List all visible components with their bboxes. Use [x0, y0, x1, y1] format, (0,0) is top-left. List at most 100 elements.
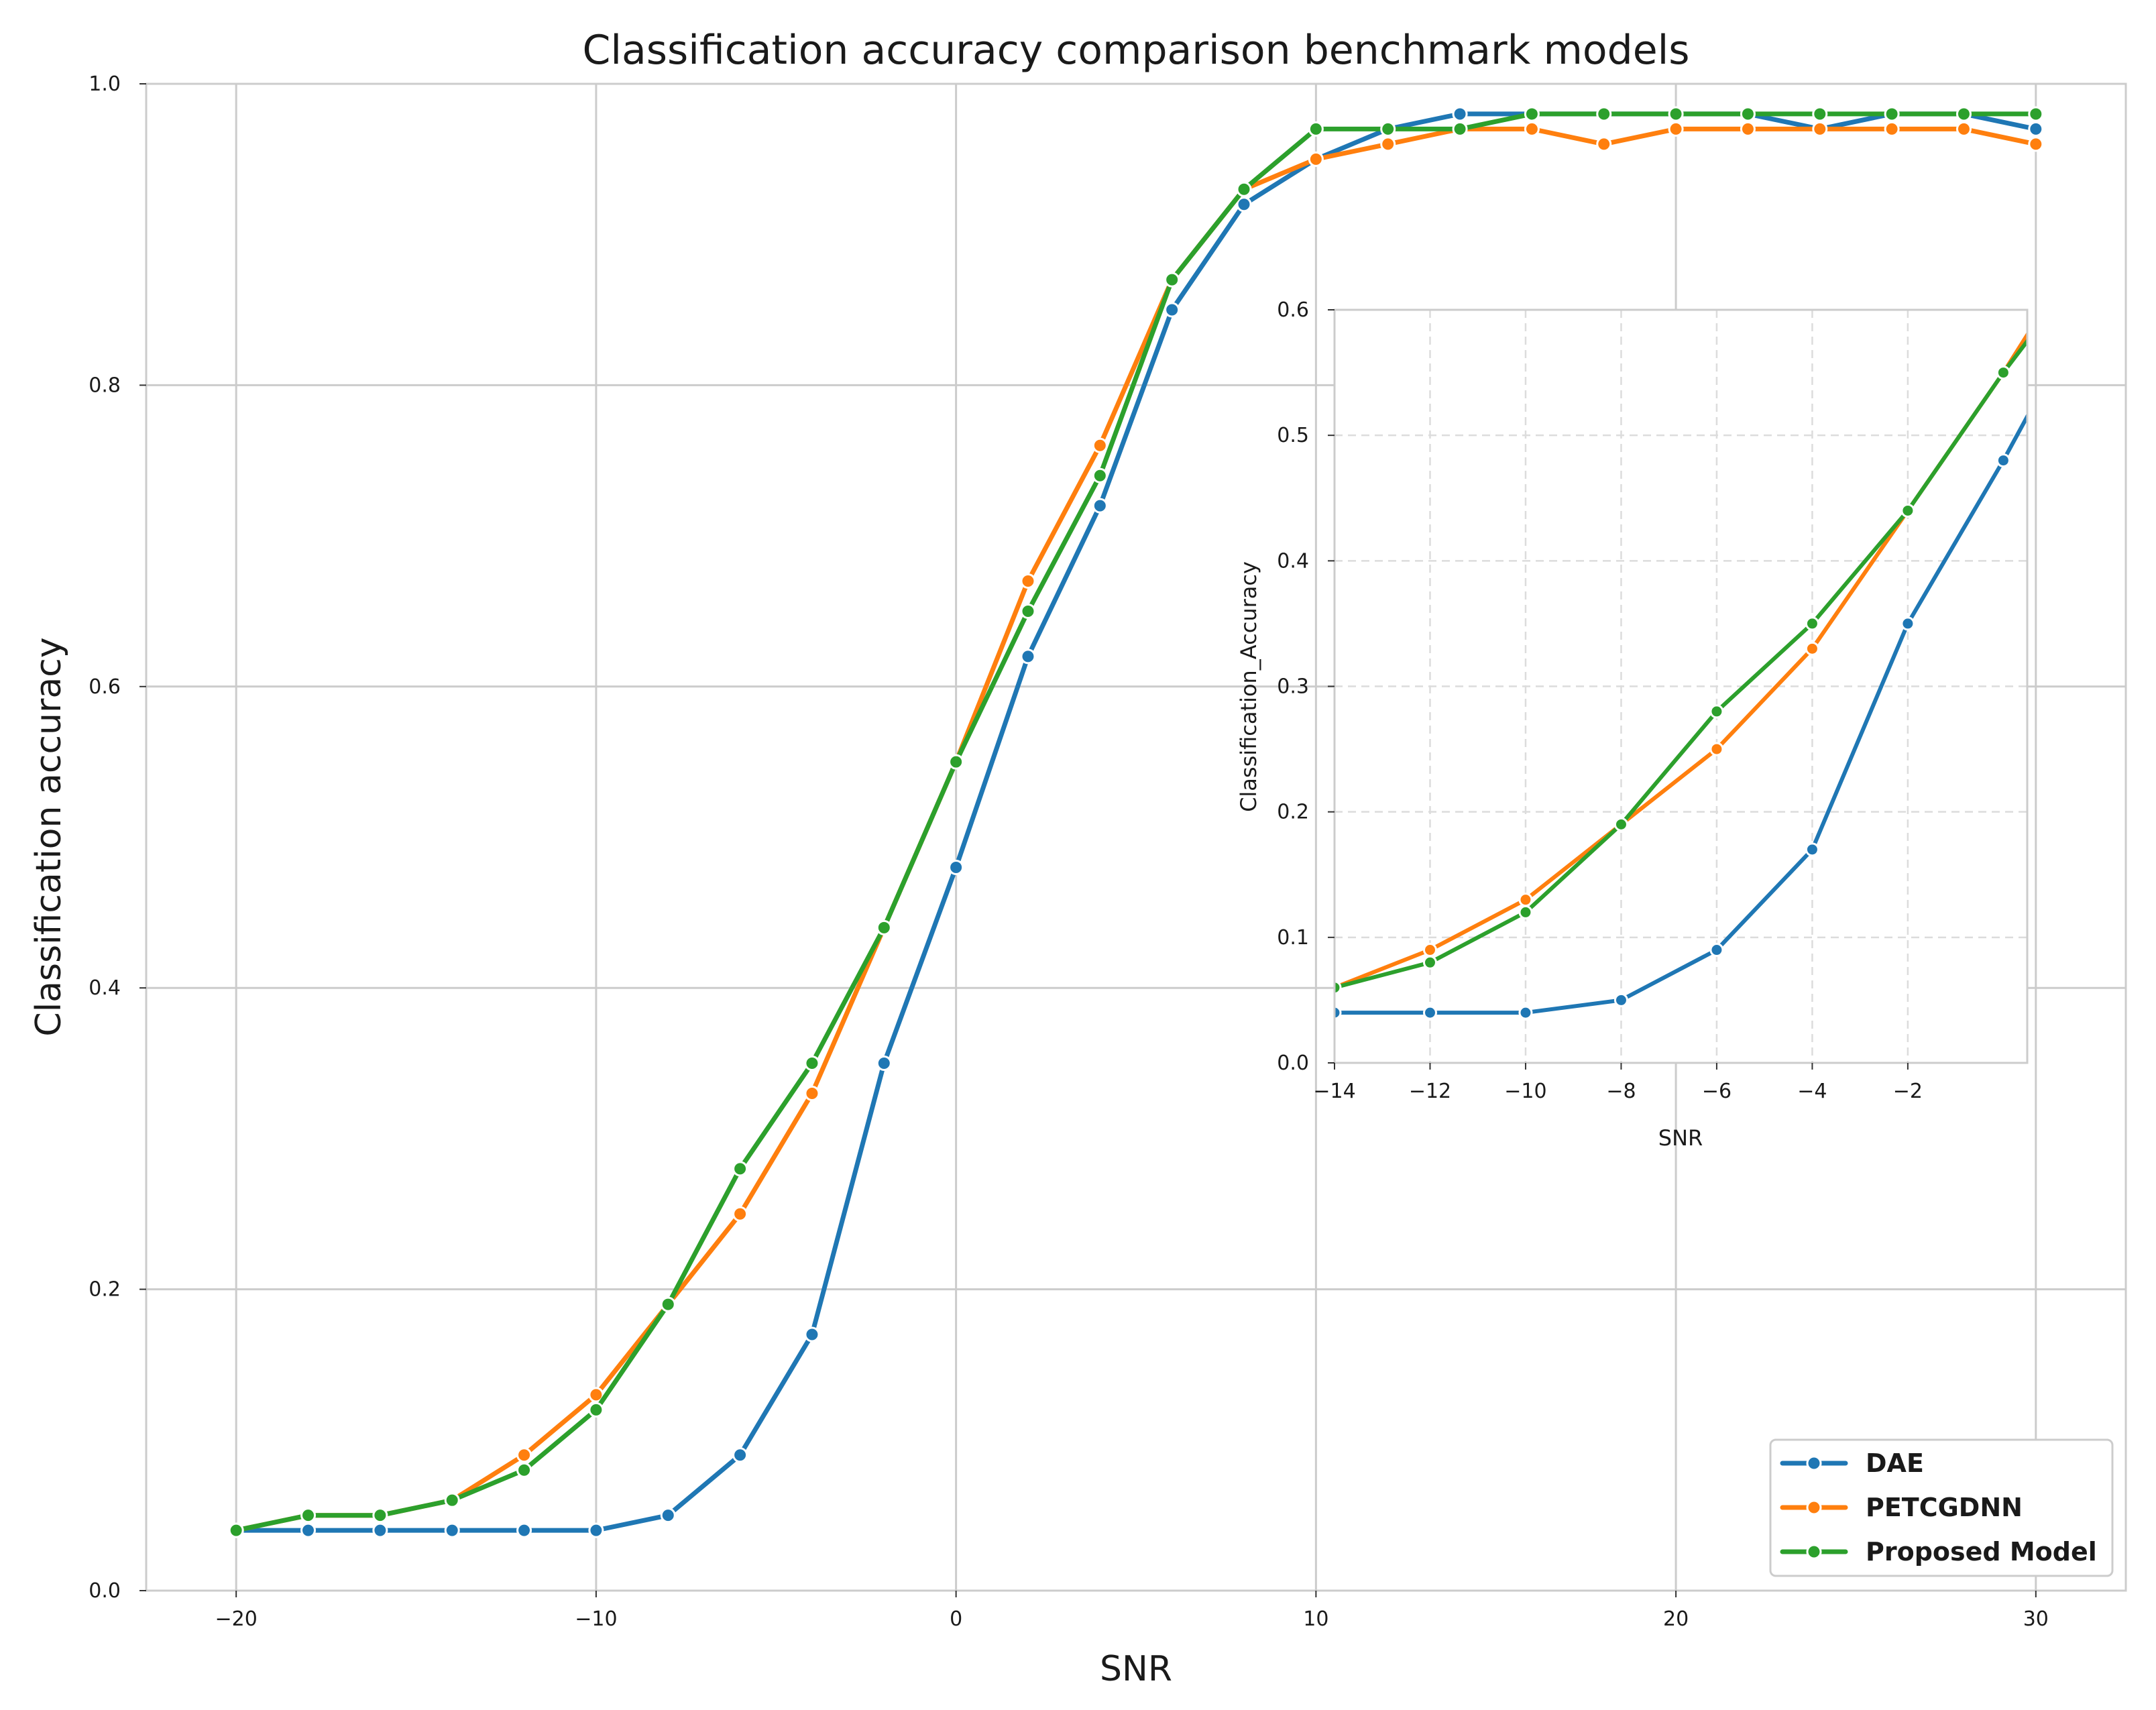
main-point-petcgdnn	[588, 1387, 604, 1403]
inset-x-tick-label: −8	[1606, 1080, 1636, 1103]
inset-x-tick-label: −10	[1504, 1080, 1546, 1103]
main-point-petcgdnn	[1020, 573, 1036, 589]
inset-point-petcgdnn	[1709, 742, 1724, 756]
main-x-tick-label: 20	[1663, 1607, 1689, 1631]
main-point-petcgdnn	[516, 1447, 532, 1463]
main-x-tick-labels: −20 −10 0 10 20 30	[215, 1591, 2049, 1631]
inset-point-petcgdnn	[1422, 943, 1437, 958]
inset-series-dae	[1335, 412, 2027, 1020]
inset-x-tick-label: −2	[1893, 1080, 1923, 1103]
main-point-petcgdnn	[804, 1085, 820, 1101]
main-point-proposed-model	[516, 1462, 532, 1478]
main-point-dae	[372, 1522, 388, 1538]
legend-swatch-marker	[1806, 1499, 1822, 1516]
legend-swatch-marker	[1806, 1544, 1822, 1560]
main-point-dae	[876, 1056, 892, 1072]
inset-point-dae	[1613, 992, 1628, 1007]
inset-point-proposed-model	[1613, 817, 1628, 832]
inset-point-dae	[1335, 1005, 1342, 1020]
main-point-petcgdnn	[1596, 136, 1612, 152]
legend-item-petcgdnn: PETCGDNN	[1780, 1493, 2023, 1522]
main-series-proposed-model	[228, 106, 2044, 1538]
main-point-dae	[804, 1326, 820, 1343]
main-point-dae	[1452, 106, 1468, 122]
inset-point-dae	[1900, 616, 1915, 631]
inset-point-petcgdnn	[1805, 641, 1819, 656]
main-y-tick-label: 0.6	[89, 675, 121, 699]
inset-plot-background	[1335, 310, 2027, 1063]
main-point-petcgdnn	[1380, 136, 1396, 152]
inset-axes: −14 −12 −10 −8 −6 −4 −2 0.00.10.20.30.40.50.6 …	[1236, 298, 2029, 1151]
inset-x-tick-label: −6	[1702, 1080, 1732, 1103]
main-point-petcgdnn	[1740, 121, 1756, 137]
main-point-proposed-model	[948, 754, 964, 770]
inset-point-proposed-model	[1900, 503, 1915, 518]
main-y-tick-label: 0.0	[89, 1579, 121, 1603]
main-point-proposed-model	[1596, 106, 1612, 122]
inset-y-tick-label: 0.4	[1277, 549, 1309, 573]
main-point-proposed-model	[732, 1161, 748, 1177]
main-point-petcgdnn	[1812, 121, 1828, 137]
main-point-proposed-model	[1884, 106, 1900, 122]
main-point-petcgdnn	[2028, 136, 2044, 152]
main-point-dae	[516, 1522, 532, 1538]
legend-label: DAE	[1866, 1448, 1924, 1478]
main-point-proposed-model	[1452, 121, 1468, 137]
main-point-petcgdnn	[1524, 121, 1540, 137]
main-point-petcgdnn	[1308, 151, 1324, 167]
main-point-proposed-model	[228, 1522, 244, 1538]
inset-y-tick-label: 0.0	[1277, 1051, 1309, 1075]
main-point-dae	[1020, 648, 1036, 665]
inset-x-tick-label: −4	[1797, 1080, 1827, 1103]
inset-y-tick-label: 0.1	[1277, 926, 1309, 950]
inset-series-group	[1335, 331, 2027, 1020]
legend-label: Proposed Model	[1866, 1537, 2097, 1566]
legend-item-proposed-model: Proposed Model	[1780, 1537, 2097, 1566]
main-x-axis-title: SNR	[1100, 1649, 1172, 1689]
main-point-proposed-model	[1740, 106, 1756, 122]
main-point-proposed-model	[588, 1402, 604, 1418]
main-point-dae	[588, 1522, 604, 1538]
main-point-petcgdnn	[1668, 121, 1684, 137]
main-point-proposed-model	[1955, 106, 1972, 122]
main-y-axis-title: Classification accuracy	[29, 637, 69, 1036]
main-point-proposed-model	[1164, 272, 1180, 288]
main-point-proposed-model	[2028, 106, 2044, 122]
main-point-petcgdnn	[1884, 121, 1900, 137]
main-y-tick-label: 0.2	[89, 1278, 121, 1302]
inset-point-dae	[1518, 1005, 1533, 1020]
inset-point-proposed-model	[1805, 616, 1819, 631]
legend: DAE PETCGDNN Proposed Model	[1769, 1438, 2114, 1577]
main-point-proposed-model	[1668, 106, 1684, 122]
main-point-proposed-model	[1092, 467, 1108, 483]
main-point-dae	[660, 1507, 676, 1524]
main-point-petcgdnn	[1092, 437, 1108, 453]
main-point-proposed-model	[1524, 106, 1540, 122]
main-point-proposed-model	[444, 1492, 460, 1508]
main-point-proposed-model	[1812, 106, 1828, 122]
main-point-proposed-model	[372, 1507, 388, 1524]
inset-x-tick-labels: −14 −12 −10 −8 −6 −4 −2	[1313, 1063, 1923, 1103]
main-point-dae	[1164, 302, 1180, 318]
inset-y-axis-title: Classification_Accuracy	[1236, 561, 1261, 812]
main-x-tick-label: 10	[1303, 1607, 1328, 1631]
main-point-proposed-model	[876, 919, 892, 935]
main-point-dae	[444, 1522, 460, 1538]
main-plot-frame	[145, 82, 2127, 1592]
inset-series-proposed-model	[1335, 337, 2027, 995]
inset-point-proposed-model	[1996, 365, 2010, 380]
main-point-dae	[732, 1447, 748, 1463]
main-point-proposed-model	[1308, 121, 1324, 137]
main-x-tick-label: −10	[575, 1607, 617, 1631]
inset-point-proposed-model	[1335, 980, 1342, 995]
legend-label: PETCGDNN	[1866, 1493, 2023, 1522]
main-point-proposed-model	[1020, 603, 1036, 619]
main-point-proposed-model	[804, 1056, 820, 1072]
inset-point-dae	[1709, 943, 1724, 958]
main-x-tick-label: −20	[215, 1607, 258, 1631]
inset-y-tick-label: 0.5	[1277, 424, 1309, 447]
main-y-tick-labels: 0.0 0.2 0.4 0.6 0.8 1.0	[89, 72, 146, 1603]
main-x-tick-label: 30	[2023, 1607, 2049, 1631]
inset-y-tick-label: 0.6	[1277, 298, 1309, 322]
inset-x-tick-label: −12	[1409, 1080, 1451, 1103]
